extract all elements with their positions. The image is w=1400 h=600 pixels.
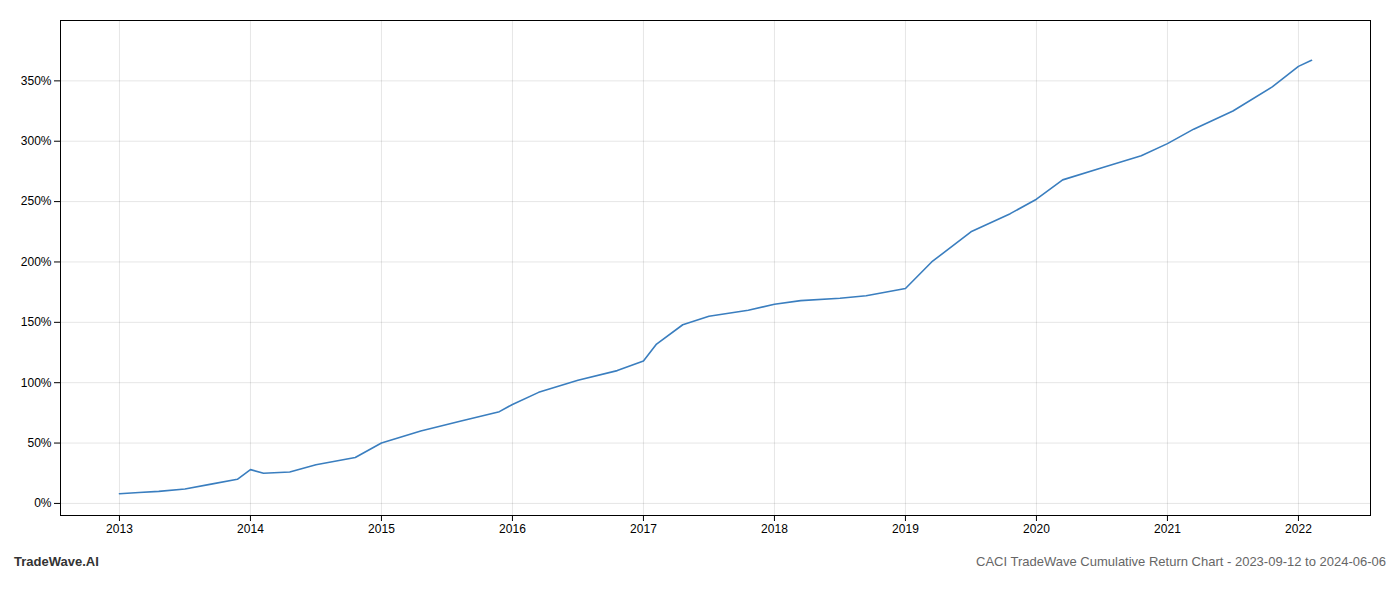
svg-text:2014: 2014 [237,522,264,536]
svg-text:2020: 2020 [1023,522,1050,536]
svg-text:2015: 2015 [368,522,395,536]
svg-text:2019: 2019 [892,522,919,536]
svg-text:100%: 100% [21,376,52,390]
html-text:CACI TradeWave Cumulative Retu: CACI TradeWave Cumulative Return Chart -… [976,554,1386,569]
svg-text:150%: 150% [21,315,52,329]
svg-text:2021: 2021 [1154,522,1181,536]
html-text:TradeWave.AI: TradeWave.AI [14,554,99,569]
svg-text:2022: 2022 [1285,522,1312,536]
svg-text:2017: 2017 [630,522,657,536]
svg-text:2018: 2018 [761,522,788,536]
svg-text:0%: 0% [34,496,52,510]
svg-text:250%: 250% [21,194,52,208]
svg-text:300%: 300% [21,134,52,148]
svg-text:50%: 50% [27,436,51,450]
svg-text:2013: 2013 [106,522,133,536]
svg-text:2016: 2016 [499,522,526,536]
svg-text:350%: 350% [21,74,52,88]
svg-text:200%: 200% [21,255,52,269]
